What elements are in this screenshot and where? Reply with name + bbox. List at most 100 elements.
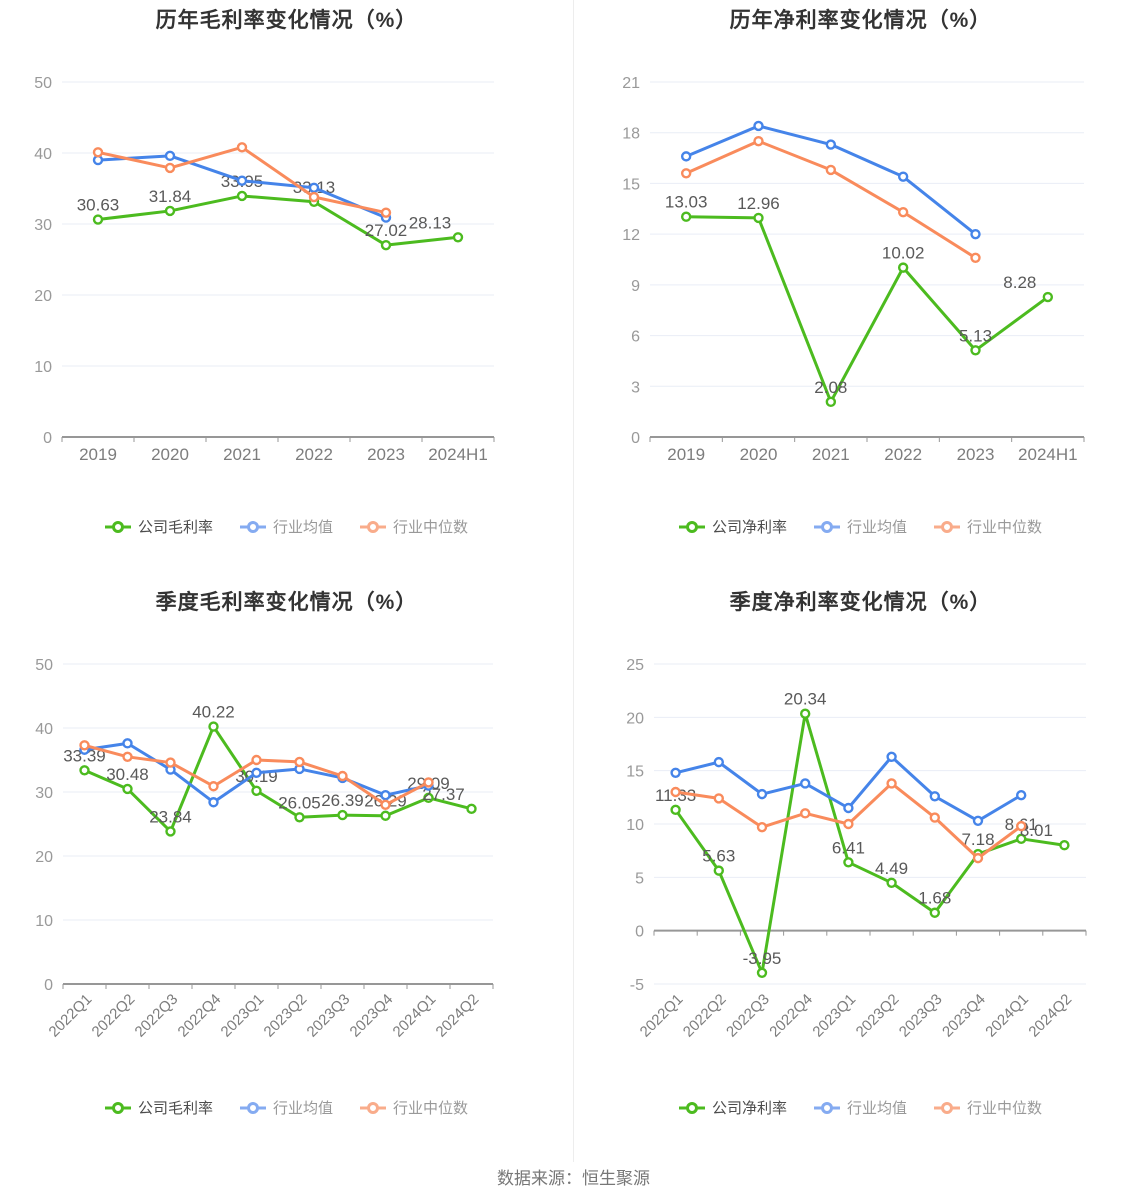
data-point-marker: [843, 802, 854, 814]
x-tick-label: 2023Q3: [896, 991, 946, 1041]
data-point-marker: [251, 754, 262, 766]
data-point-marker: [843, 857, 854, 868]
data-point-marker: [972, 815, 984, 827]
data-point-marker: [929, 907, 940, 918]
legend: 公司毛利率 行业均值 行业中位数: [0, 516, 573, 537]
legend-line-marker-icon: [104, 1101, 131, 1114]
legend-marker-circle: [367, 1101, 379, 1114]
data-label: 30.48: [106, 765, 149, 784]
data-label: 26.39: [321, 791, 364, 810]
legend-line-marker-icon: [360, 1101, 386, 1114]
data-point-marker: [670, 767, 681, 779]
x-tick-label: 2019: [667, 445, 705, 464]
data-point-marker: [337, 770, 348, 782]
data-label: 6.41: [832, 838, 865, 857]
y-tick-label: 10: [34, 359, 52, 376]
data-point-marker: [756, 788, 768, 800]
legend-item-company[interactable]: 公司净利率: [678, 516, 787, 537]
x-tick-label: 2022Q3: [723, 991, 773, 1041]
data-point-marker: [972, 852, 984, 864]
data-point-marker: [251, 767, 262, 779]
y-tick-label: 3: [631, 379, 640, 396]
legend-label: 行业均值: [846, 1100, 907, 1117]
data-label: 8.01: [1020, 821, 1053, 840]
chart-quarterly-gross-margin: 季度毛利率变化情况（%） 0 10 20 30 40 50 2022Q1 2022Q2 2022…: [0, 576, 573, 1162]
data-point-marker: [825, 396, 837, 408]
y-tick-label: 0: [44, 977, 53, 994]
legend-item-company[interactable]: 公司净利率: [678, 1097, 787, 1118]
y-tick-label: 50: [34, 75, 52, 92]
x-tick-label: 2023: [367, 445, 405, 464]
y-tick-label: 0: [43, 430, 52, 447]
x-tick-label: 2023Q4: [347, 991, 397, 1041]
y-tick-label: 9: [631, 278, 640, 295]
chart-title: 季度毛利率变化情况（%）: [155, 591, 418, 614]
data-label: 26.05: [278, 793, 321, 812]
data-label: 5.13: [959, 326, 992, 345]
data-point-marker: [380, 207, 392, 218]
data-point-marker: [970, 228, 981, 240]
data-label: 8.28: [1003, 273, 1036, 292]
y-tick-label: 0: [635, 924, 644, 941]
legend-item-industry-mean[interactable]: 行业均值: [239, 516, 333, 537]
data-label: 5.63: [702, 847, 735, 866]
data-point-marker: [423, 777, 434, 788]
x-tick-label: 2022Q2: [680, 991, 730, 1041]
x-tick-label: 2022Q4: [766, 991, 816, 1041]
x-tick-label: 2023Q2: [853, 991, 903, 1041]
y-tick-label: 0: [631, 430, 640, 447]
data-point-marker: [825, 139, 837, 150]
data-point-marker: [753, 120, 764, 132]
data-point-marker: [713, 756, 725, 768]
y-tick-label: 30: [34, 217, 52, 234]
x-tick-label: 2023Q4: [939, 991, 989, 1041]
legend-line-marker-icon: [934, 1101, 960, 1114]
x-tick-label: 2020: [151, 445, 189, 464]
legend: 公司净利率 行业均值 行业中位数: [574, 1097, 1147, 1118]
x-tick-label: 2024H1: [1018, 445, 1078, 464]
data-label: 10.02: [882, 244, 925, 263]
data-point-marker: [236, 142, 248, 153]
data-point-marker: [825, 164, 837, 176]
legend-line-marker-icon: [104, 520, 131, 533]
x-tick-label: 2023Q3: [304, 991, 354, 1041]
data-point-marker: [753, 212, 764, 224]
data-label: -3.95: [743, 949, 782, 968]
y-tick-label: 21: [622, 75, 640, 92]
data-point-marker: [897, 171, 909, 182]
data-point-marker: [380, 789, 391, 801]
legend-item-industry-median[interactable]: 行业中位数: [360, 516, 468, 537]
data-point-marker: [713, 865, 725, 876]
data-point-marker: [799, 778, 811, 789]
y-tick-label: 10: [35, 913, 53, 930]
x-tick-label: 2022Q1: [637, 991, 687, 1041]
data-point-marker: [886, 778, 897, 789]
data-label: 27.37: [422, 785, 465, 804]
y-tick-label: 40: [35, 721, 53, 738]
legend-item-industry-mean[interactable]: 行业均值: [813, 516, 907, 537]
legend-item-industry-median[interactable]: 行业中位数: [934, 516, 1042, 537]
legend-line-marker-icon: [813, 520, 840, 533]
legend-item-company[interactable]: 公司毛利率: [104, 1097, 213, 1118]
x-tick-label: 2023Q1: [809, 991, 859, 1041]
annual-gross-margin-plot: 0 10 20 30 40 50 2019 2020 2021 2022 2023 2024H1 30.…: [34, 75, 495, 464]
legend-label: 公司净利率: [711, 519, 787, 536]
data-label: 12.96: [737, 194, 780, 213]
legend-item-company[interactable]: 公司毛利率: [104, 516, 213, 537]
y-tick-label: 20: [626, 710, 644, 727]
legend: 公司净利率 行业均值 行业中位数: [574, 516, 1147, 537]
legend-item-industry-median[interactable]: 行业中位数: [360, 1097, 468, 1118]
data-label: 27.02: [365, 221, 408, 240]
data-point-marker: [753, 135, 764, 147]
legend-item-industry-median[interactable]: 行业中位数: [934, 1097, 1042, 1118]
data-label: 28.13: [409, 213, 452, 232]
legend-item-industry-mean[interactable]: 行业均值: [239, 1097, 333, 1118]
data-source-label: 数据来源：恒生聚源: [497, 1169, 650, 1188]
x-tick-label: 2019: [79, 445, 117, 464]
data-point-marker: [929, 812, 940, 823]
x-tick-label: 2020: [740, 445, 778, 464]
y-tick-label: 5: [635, 870, 644, 887]
legend-label: 行业中位数: [967, 519, 1043, 536]
data-point-marker: [756, 821, 768, 833]
legend-item-industry-mean[interactable]: 行业均值: [813, 1097, 907, 1118]
